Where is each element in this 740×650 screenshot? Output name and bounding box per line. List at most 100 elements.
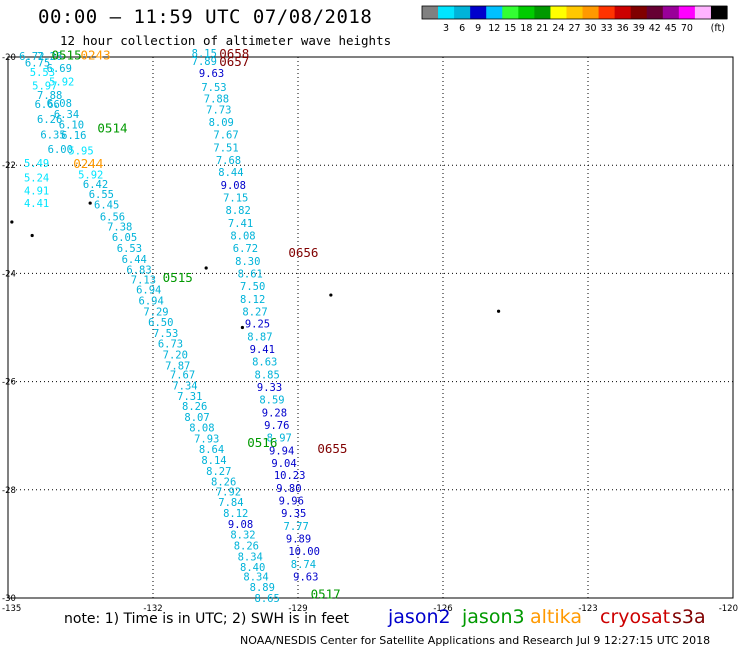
wave-height-value: 8.82	[226, 205, 251, 217]
wave-height-value: 8.30	[235, 256, 260, 268]
wave-height-value: 6.16	[61, 130, 86, 142]
wave-height-value: 8.15	[192, 48, 217, 60]
pass-time-label: 0244	[73, 156, 103, 171]
wave-height-value: 8.74	[291, 559, 316, 571]
legend-tick-label: 6	[459, 23, 465, 34]
island-mark	[204, 266, 208, 270]
latitude-label: -26	[2, 378, 16, 388]
wave-height-value: 9.76	[264, 420, 289, 432]
legend-tick-label: 18	[520, 23, 532, 34]
wave-height-value: 6.10	[59, 120, 84, 132]
wave-height-value: 9.89	[286, 533, 311, 545]
legend-tick-label: 21	[536, 23, 548, 34]
wave-height-value: 7.88	[204, 94, 229, 106]
legend-swatch	[422, 6, 439, 19]
wave-height-value: 9.41	[250, 344, 275, 356]
wave-height-value: 7.29	[143, 306, 168, 318]
wave-height-value: 7.41	[228, 218, 253, 230]
wave-height-value: 8.12	[223, 508, 248, 520]
wave-height-value: 8.44	[218, 167, 243, 179]
wave-height-value: 8.40	[240, 562, 265, 574]
wave-height-value: 7.50	[240, 281, 265, 293]
legend-swatch	[534, 6, 552, 19]
wave-height-value: 8.32	[230, 530, 255, 542]
wave-height-value: 5.53	[30, 67, 55, 79]
island-mark	[329, 293, 333, 297]
longitude-label: -132	[143, 604, 162, 614]
wave-height-value: 7.53	[201, 82, 226, 94]
legend-tick-label: 42	[649, 23, 661, 34]
legend-tick-label: 27	[568, 23, 580, 34]
wave-height-value: 7.38	[107, 221, 132, 233]
wave-height-value: 7.13	[131, 274, 156, 286]
wave-height-value: 7.89	[192, 56, 217, 68]
pass-time-label: 0658	[219, 46, 249, 61]
wave-height-value: 8.61	[238, 268, 263, 280]
legend-swatch	[502, 6, 519, 19]
longitude-label: -120	[719, 604, 738, 614]
wave-height-value: 6.94	[136, 285, 161, 297]
wave-height-value: 6.66	[35, 99, 60, 111]
wave-height-value: 9.33	[257, 382, 282, 394]
legend-swatch	[662, 6, 680, 19]
wave-height-value: 9.94	[269, 445, 294, 457]
legend-border	[421, 5, 728, 20]
wave-height-value: 6.45	[94, 200, 119, 212]
wave-height-value: 6.08	[47, 98, 72, 110]
wave-height-value: 7.92	[216, 486, 241, 498]
legend-swatch	[454, 6, 471, 19]
pass-time-label: 0515	[163, 270, 193, 285]
map-frame	[7, 56, 734, 599]
latitude-label: -28	[2, 486, 16, 496]
wave-height-value: 8.97	[267, 432, 292, 444]
satellite-name-altika: altika	[530, 606, 582, 628]
wave-height-value: 9.08	[221, 180, 246, 192]
wave-height-value: 5.95	[68, 146, 93, 158]
wave-height-value: 10.23	[274, 470, 306, 482]
wave-height-value: 8.27	[206, 466, 231, 478]
wave-height-value: 8.85	[255, 370, 280, 382]
wave-height-value: 6.05	[112, 232, 137, 244]
wave-height-value: 7.31	[177, 391, 202, 403]
wave-height-value: 5.24	[24, 173, 49, 185]
legend-tick-label: 36	[617, 23, 629, 34]
page-title: 00:00 – 11:59 UTC 07/08/2018	[38, 6, 373, 28]
wave-height-value: 8.59	[259, 394, 284, 406]
wave-height-value: 7.87	[165, 360, 190, 372]
wave-height-value: 8.09	[209, 117, 234, 129]
wave-height-value: 6.75	[25, 57, 50, 69]
wave-height-value: 5.97	[32, 81, 57, 93]
legend-swatch	[438, 6, 455, 19]
legend-unit: (ft)	[711, 23, 725, 34]
legend-tick-label: 12	[488, 23, 500, 34]
satellite-name-jason2: jason2	[388, 606, 451, 628]
island-mark	[88, 201, 92, 205]
satellite-name-cryosat: cryosat	[600, 606, 671, 628]
wave-height-value: 8.34	[243, 571, 268, 583]
wave-height-value: 7.73	[206, 104, 231, 116]
wave-height-value: 5.92	[49, 76, 74, 88]
pass-time-label: 0243	[81, 47, 111, 62]
wave-height-value: 9.96	[279, 496, 304, 508]
legend-tick-label: 15	[504, 23, 516, 34]
legend-tick-label: 30	[585, 23, 597, 34]
wave-height-value: 8.07	[184, 412, 209, 424]
pass-time-label: 0655	[317, 441, 347, 456]
island-marks	[10, 201, 501, 330]
wave-height-value: 6.83	[126, 265, 151, 277]
wave-height-value: 6.94	[139, 295, 164, 307]
legend-swatch	[486, 6, 503, 19]
wave-height-value: 7.88	[37, 90, 62, 102]
wave-height-value: 5.92	[78, 169, 103, 181]
island-mark	[10, 220, 14, 224]
island-mark	[240, 325, 245, 330]
wave-height-value: 7.68	[216, 155, 241, 167]
wave-height-value: 6.69	[47, 63, 72, 75]
axis-labels: -20 -22 -24 -26 -28 -30-135 -132 -129 -126 -123 -1…	[2, 53, 738, 614]
satellite-name-jason3: jason3	[462, 606, 525, 628]
legend-swatch	[630, 6, 648, 19]
wave-height-value: 8.87	[247, 332, 272, 344]
wave-height-value: 9.63	[199, 68, 224, 80]
